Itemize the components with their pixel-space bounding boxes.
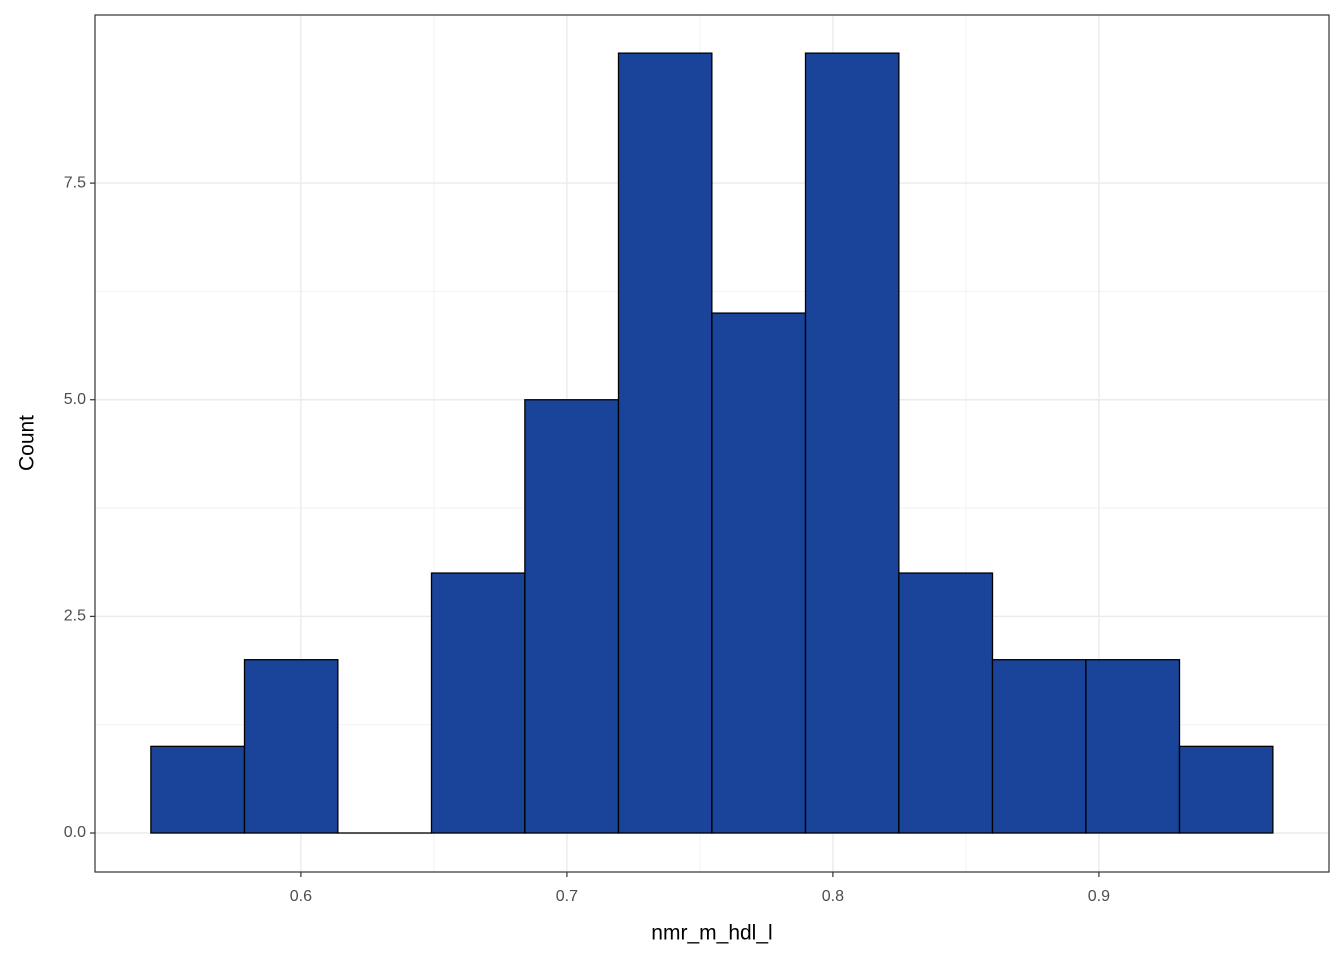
x-tick-label: 0.7 xyxy=(556,888,578,905)
bar xyxy=(991,659,1087,834)
y-tick-label: 5.0 xyxy=(64,391,86,408)
bar xyxy=(617,52,713,834)
y-tick-label: 2.5 xyxy=(64,608,86,625)
x-tick-label: 0.9 xyxy=(1088,888,1110,905)
bar xyxy=(1085,659,1181,834)
bar xyxy=(243,659,339,834)
bar xyxy=(150,745,246,834)
bar xyxy=(804,52,900,834)
bar xyxy=(1178,745,1274,834)
bar xyxy=(711,312,807,834)
panel-border xyxy=(94,14,1330,873)
x-tick-label: 0.6 xyxy=(290,888,312,905)
bars xyxy=(150,52,1274,834)
y-tick-label: 7.5 xyxy=(64,174,86,191)
bar xyxy=(430,572,526,834)
x-axis-title: nmr_m_hdl_l xyxy=(651,922,772,945)
x-tick-label: 0.8 xyxy=(822,888,844,905)
bar xyxy=(898,572,994,834)
y-tick-label: 0.0 xyxy=(64,824,86,841)
bar xyxy=(524,399,620,834)
y-axis-title: Count xyxy=(16,415,39,471)
